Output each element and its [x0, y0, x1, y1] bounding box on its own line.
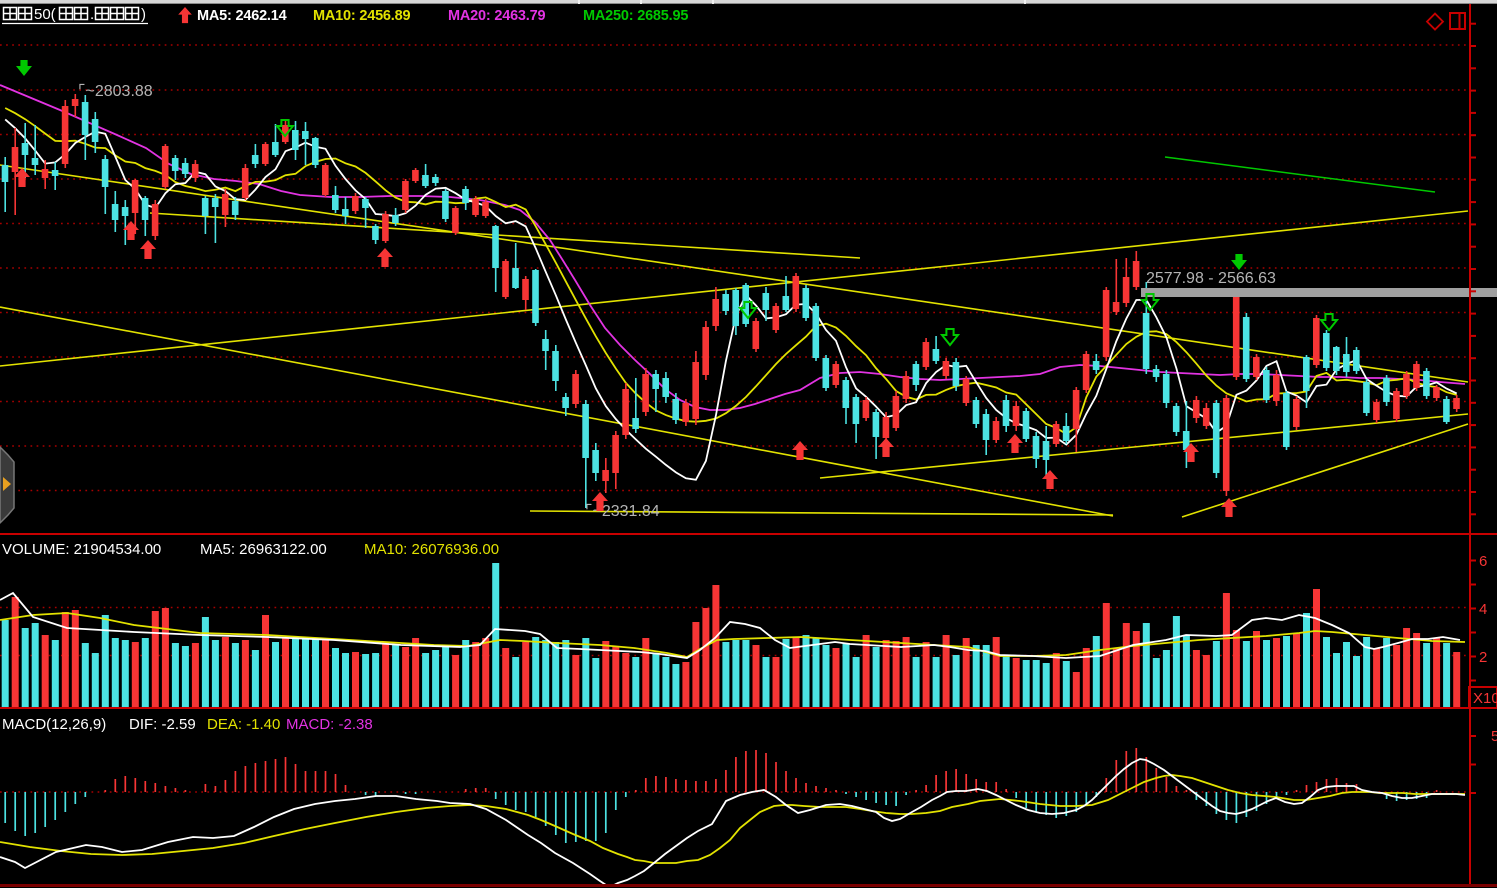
- svg-text:VOLUME: 21904534.00: VOLUME: 21904534.00: [2, 541, 161, 558]
- svg-text:.: .: [90, 6, 94, 23]
- svg-text:X10: X10: [1473, 690, 1497, 707]
- svg-text:6: 6: [1479, 553, 1487, 570]
- svg-text:MACD: -2.38: MACD: -2.38: [286, 716, 373, 733]
- svg-text:4: 4: [1479, 601, 1487, 618]
- svg-text:50(: 50(: [34, 6, 56, 23]
- svg-text:2: 2: [1479, 649, 1487, 666]
- svg-text:MA10: 26076936.00: MA10: 26076936.00: [364, 541, 499, 558]
- svg-text:): ): [141, 6, 146, 23]
- svg-text:MA5: 26963122.00: MA5: 26963122.00: [200, 541, 327, 558]
- svg-text:DIF: -2.59: DIF: -2.59: [129, 716, 196, 733]
- svg-text:2577.98 - 2566.63: 2577.98 - 2566.63: [1146, 270, 1276, 287]
- svg-text:MA10: 2456.89: MA10: 2456.89: [313, 8, 410, 24]
- svg-text:⌜~2803.88: ⌜~2803.88: [78, 83, 153, 100]
- svg-text:MA5: 2462.14: MA5: 2462.14: [197, 8, 287, 24]
- svg-text:5: 5: [1491, 728, 1497, 745]
- svg-text:⌜~2331.84: ⌜~2331.84: [585, 503, 660, 520]
- svg-text:DEA: -1.40: DEA: -1.40: [207, 716, 280, 733]
- svg-text:MA20: 2463.79: MA20: 2463.79: [448, 8, 545, 24]
- svg-text:MA250: 2685.95: MA250: 2685.95: [583, 8, 688, 24]
- svg-text:MACD(12,26,9): MACD(12,26,9): [2, 716, 106, 733]
